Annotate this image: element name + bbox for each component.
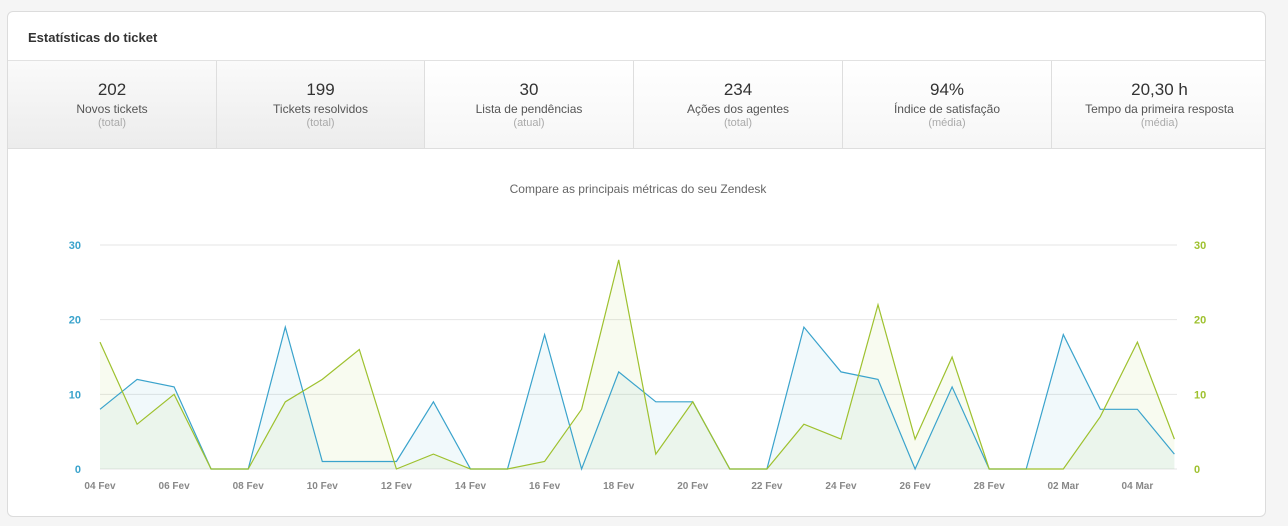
stat-label: Novos tickets [76, 102, 148, 116]
x-tick-label: 02 Mar [1047, 481, 1079, 492]
y-tick-left: 0 [75, 464, 81, 476]
stat-value: 30 [519, 80, 539, 99]
stat-value: 202 [97, 80, 127, 99]
x-tick-label: 06 Fev [159, 481, 191, 492]
x-tick-label: 14 Fev [455, 481, 487, 492]
stat-value: 234 [723, 80, 753, 99]
x-tick-label: 20 Fev [677, 481, 709, 492]
stat-label: Lista de pendências [475, 102, 583, 116]
stat-satisfaction[interactable]: 94% Índice de satisfação (média) [843, 61, 1052, 148]
stat-label: Tempo da primeira resposta [1085, 102, 1234, 116]
x-tick-label: 28 Fev [974, 481, 1006, 492]
stats-row: 202 Novos tickets (total) 199 Tickets re… [8, 61, 1265, 149]
y-tick-right: 10 [1194, 389, 1206, 401]
stat-resolved-tickets[interactable]: 199 Tickets resolvidos (total) [217, 61, 425, 148]
panel-title: Estatísticas do ticket [8, 12, 1265, 61]
stat-sub: (média) [928, 117, 966, 129]
metrics-chart-svg: Compare as principais métricas do seu Ze… [69, 182, 1207, 492]
x-tick-label: 16 Fev [529, 481, 561, 492]
stat-sub: (total) [306, 117, 335, 129]
y-tick-right: 20 [1194, 315, 1206, 327]
stat-agent-actions[interactable]: 234 Ações dos agentes (total) [634, 61, 843, 148]
x-tick-label: 26 Fev [900, 481, 932, 492]
series-area-0 [100, 327, 1175, 469]
series-area-1 [100, 259, 1175, 469]
ticket-stats-panel: Estatísticas do ticket 202 Novos tickets… [7, 11, 1266, 517]
x-tick-label: 24 Fev [825, 481, 857, 492]
stat-backlog[interactable]: 30 Lista de pendências (atual) [425, 61, 634, 148]
y-tick-left: 30 [69, 240, 81, 252]
stat-new-tickets[interactable]: 202 Novos tickets (total) [8, 61, 217, 148]
x-tick-label: 08 Fev [233, 481, 265, 492]
stat-label: Índice de satisfação [893, 102, 1001, 116]
x-tick-label: 10 Fev [307, 481, 339, 492]
metrics-chart: Compare as principais métricas do seu Ze… [8, 149, 1265, 516]
y-tick-left: 20 [69, 315, 81, 327]
stat-sub: (atual) [513, 117, 545, 129]
stat-value: 199 [306, 80, 335, 99]
x-tick-label: 12 Fev [381, 481, 413, 492]
stat-value: 20,30 h [1131, 80, 1188, 99]
stat-value: 94% [929, 80, 965, 99]
x-tick-label: 18 Fev [603, 481, 635, 492]
stat-label: Ações dos agentes [686, 102, 790, 116]
series-line-1 [99, 259, 1175, 470]
x-tick-label: 22 Fev [751, 481, 783, 492]
stat-sub: (total) [97, 117, 127, 129]
stat-label: Tickets resolvidos [273, 102, 368, 116]
y-tick-right: 0 [1194, 464, 1200, 476]
y-tick-right: 30 [1194, 240, 1206, 252]
stat-sub: (total) [723, 117, 753, 129]
stat-first-reply-time[interactable]: 20,30 h Tempo da primeira resposta (médi… [1052, 61, 1265, 148]
y-tick-left: 10 [69, 389, 81, 401]
x-tick-label: 04 Mar [1122, 481, 1154, 492]
stat-sub: (média) [1140, 117, 1179, 129]
chart-title: Compare as principais métricas do seu Ze… [510, 182, 768, 196]
x-tick-label: 04 Fev [84, 481, 116, 492]
